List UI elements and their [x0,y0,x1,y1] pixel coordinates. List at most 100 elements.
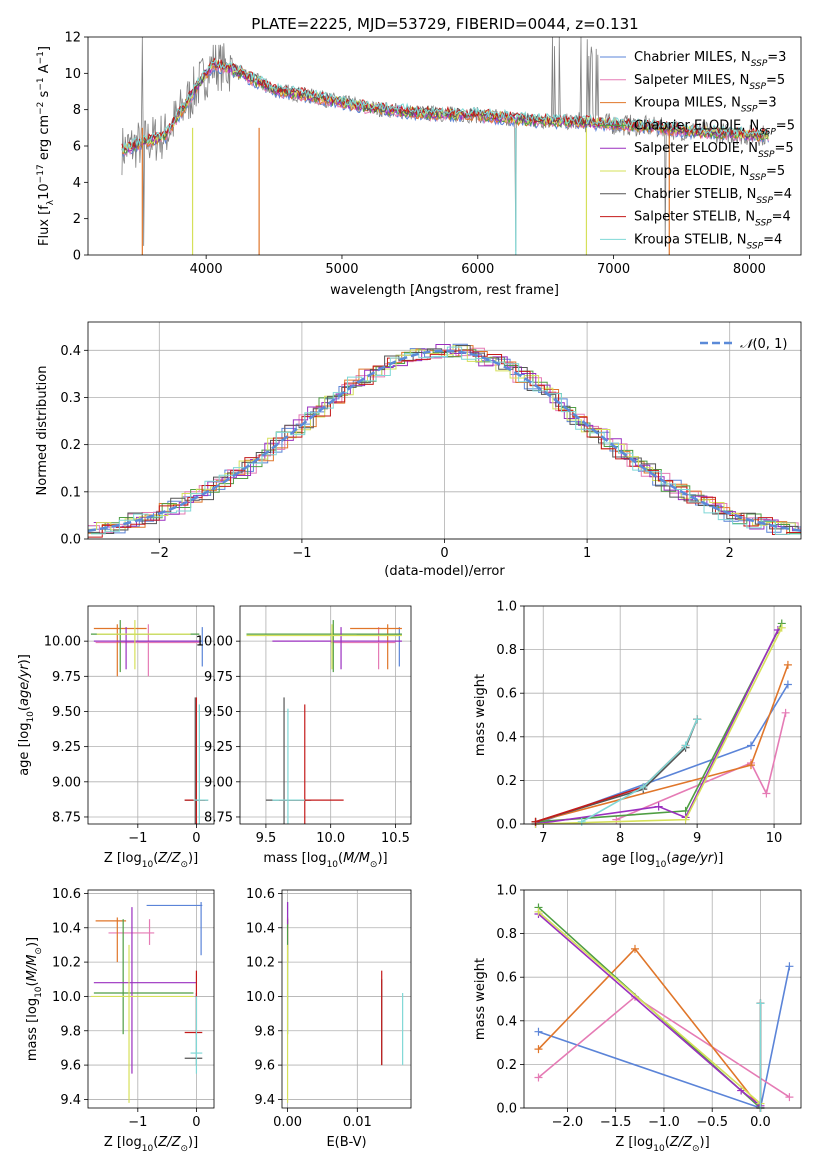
legend-label: Salpeter MILES, NSSP=5 [634,73,785,92]
plot-frame [87,321,802,540]
mass-weight-marker [681,741,690,750]
legend-label: Chabrier STELIB, NSSP=4 [634,187,792,206]
plot-frame [87,36,802,256]
y-tick-label: 10.6 [246,887,275,902]
mass-weight-marker [534,907,543,916]
y-tick-label: 0.3 [60,391,81,406]
mass-weight-marker [681,815,690,824]
mass-weight-marker [693,715,702,724]
mass-weight-marker [534,1027,543,1036]
x-axis-label: Z [log10(Z/Z⊙)] [104,1135,198,1154]
axes-mass_vs_Z: −1 0 9.4 9.6 9.8 10.0 10.2 10.4 10.6 [52,887,214,1130]
y-tick-label: 9.6 [60,1059,81,1074]
x-tick-label: 0 [440,546,448,561]
x-tick-label: −1 [128,1115,147,1130]
y-tick-label: 0.8 [496,643,517,658]
x-tick-label: −1.0 [648,1115,680,1130]
mass-weight-marker [534,1073,543,1082]
mass-weight-marker [746,741,755,750]
y-tick-label: 9.25 [52,740,81,755]
y-tick-label: 0.0 [496,1102,517,1117]
y-tick-label: 0.1 [60,485,81,500]
x-tick-label: 8000 [733,262,766,277]
y-tick-label: 0.6 [496,971,517,986]
mass-weight-marker [630,944,639,953]
y-tick-label: 0.0 [60,533,81,548]
mass-weight-marker [762,789,771,798]
y-tick-label: 1.0 [496,600,517,615]
y-tick-label: 10.00 [44,635,81,650]
x-tick-label: 7000 [597,262,630,277]
y-axis-label: Flux [fλ10−17 erg cm−2 s−1 A−1] [36,46,56,246]
legend-label: Salpeter STELIB, NSSP=4 [634,210,791,229]
mass-weight-marker [785,1093,794,1102]
y-tick-label: 0.8 [496,927,517,942]
x-tick-label: 5000 [325,262,358,277]
plot-frame [281,889,412,1109]
y-tick-label: 12 [64,31,81,46]
plot-frame [523,889,802,1109]
x-tick-label: 10 [766,831,783,846]
x-tick-label: 9 [693,831,701,846]
y-tick-label: 0.2 [496,1058,517,1073]
mass-weight-marker [777,623,786,632]
y-tick-label: 0.2 [496,774,517,789]
y-tick-label: 0.4 [496,1014,517,1029]
y-tick-label: 9.8 [60,1024,81,1039]
y-tick-label: 9.75 [204,670,233,685]
mass-weight-marker [654,802,663,811]
y-tick-label: 10.6 [52,887,81,902]
y-tick-label: 6 [73,140,81,155]
x-tick-label: −1 [292,546,311,561]
y-tick-label: 9.4 [60,1093,81,1108]
x-tick-label: 2 [726,546,734,561]
x-tick-label: 8 [616,831,624,846]
y-tick-label: 10.2 [246,956,275,971]
x-tick-label: 10.5 [381,831,410,846]
y-tick-label: 9.25 [204,740,233,755]
y-tick-label: 0.2 [60,438,81,453]
mass-weight-line [535,664,789,823]
y-tick-label: 0.6 [496,687,517,702]
mass-weight-line [537,947,762,1109]
y-tick-label: 9.00 [52,775,81,790]
y-axis-label: mass weight [473,674,488,756]
axes-mass_vs_EBV: 0.00 0.01 9.4 9.6 9.8 10.0 10.2 10.4 10.6 [246,887,411,1130]
mass-weight-marker [534,1045,543,1054]
x-axis-label: (data-model)/error [384,564,505,579]
mass-weight-line [616,712,787,821]
mass-weight-marker [577,817,586,826]
mass-weight-marker [639,782,648,791]
y-tick-label: 10 [64,67,81,82]
legend-label: Kroupa ELODIE, NSSP=5 [634,164,785,183]
y-axis-label: Normed distribution [35,366,50,496]
y-tick-label: 0.4 [60,344,81,359]
mass-weight-marker [781,708,790,717]
plot-frame [87,889,215,1109]
histogram-step [90,348,801,535]
y-tick-label: 8.75 [204,810,233,825]
x-axis-label: E(B-V) [326,1135,366,1150]
y-tick-label: 9.4 [254,1093,275,1108]
y-tick-label: 9.50 [52,705,81,720]
x-tick-label: 0.0 [750,1115,771,1130]
x-tick-label: 1 [583,546,591,561]
histogram-step [88,349,801,538]
x-tick-label: −2 [150,546,169,561]
legend-label: Kroupa MILES, NSSP=3 [634,96,777,115]
x-tick-label: 0.00 [273,1115,302,1130]
y-tick-label: 9.00 [204,775,233,790]
plot-frame [239,605,412,825]
axes-age_vs_Z: −1 0 8.75 9.00 9.25 9.50 9.75 10.00 [44,606,214,846]
mass-weight-marker [531,817,540,826]
y-tick-label: 0 [73,249,81,264]
mass-weight-line [535,629,779,825]
mass-weight-line [537,911,761,1105]
x-tick-label: −2.0 [552,1115,584,1130]
legend-label: 𝒩(0, 1) [740,337,787,352]
mass-weight-line [535,623,783,823]
y-tick-label: 10.0 [246,990,275,1005]
y-axis-label: mass [log10(M/M⊙)] [25,937,44,1061]
y-axis-label: mass weight [473,958,488,1040]
